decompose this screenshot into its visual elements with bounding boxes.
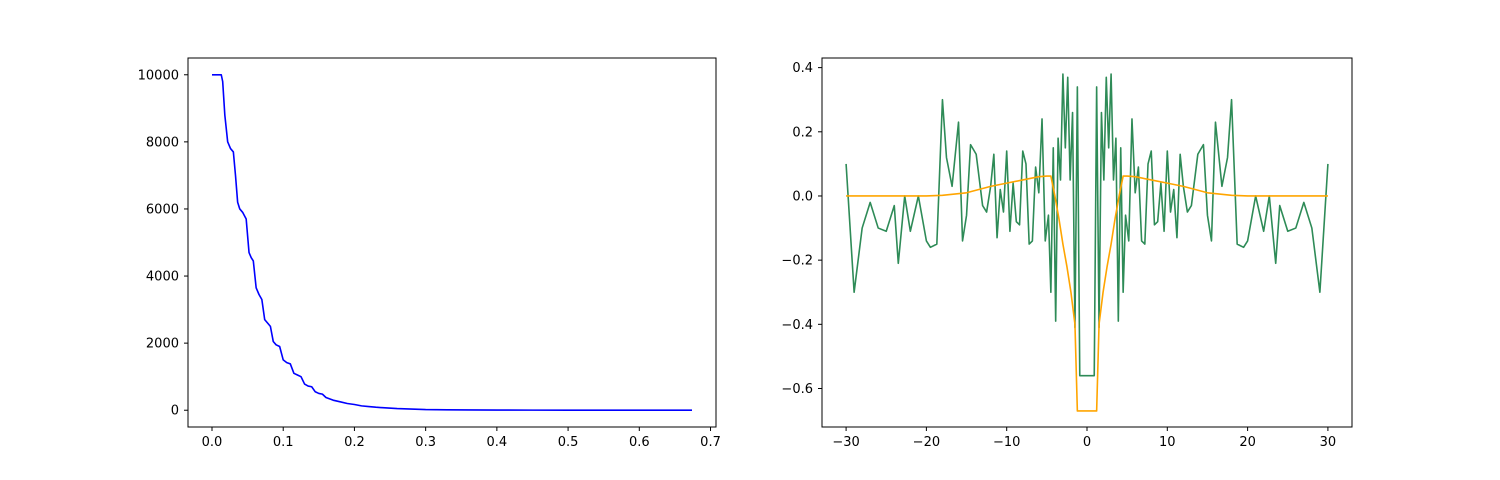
y-tick-label: 0.0: [792, 189, 813, 204]
series-line-0-0: [212, 73, 692, 412]
chart-left: 0.0 0.1 0.2 0.3 0.4 0.5 0.6 0.7 0 2000 4000 6000 800…: [138, 57, 721, 450]
chart-right: −30 −20 −10 0 10 20 30 −0.6 −0.4 −0.2 0.0 0.2 0.4: [781, 57, 1353, 450]
x-tick-label: 0.1: [273, 435, 294, 450]
y-tick-label: −0.2: [781, 254, 813, 269]
series-line-1-1: [846, 175, 1328, 412]
y-tick-label: 0.2: [792, 125, 813, 140]
x-tick-label: 20: [1239, 435, 1256, 450]
x-tick-label: 0.0: [202, 435, 223, 450]
y-tick-label: −0.4: [781, 318, 813, 333]
y-tick-label: 6000: [146, 202, 179, 217]
y-tick-label: 4000: [146, 270, 179, 285]
y-tick-label: 0: [171, 404, 179, 419]
x-tick-label: 0.2: [344, 435, 365, 450]
y-tick-label: −0.6: [781, 382, 813, 397]
x-tick-label: 0.5: [558, 435, 579, 450]
axes-frame-1: [821, 57, 1353, 428]
y-tick-label: 2000: [146, 337, 179, 352]
axes-frame-0: [187, 57, 717, 428]
x-tick-label: 0.6: [629, 435, 650, 450]
x-tick-label: 0.3: [415, 435, 436, 450]
x-tick-label: −20: [913, 435, 940, 450]
x-tick-label: 10: [1159, 435, 1176, 450]
x-tick-label: 0.4: [487, 435, 508, 450]
x-tick-label: −10: [993, 435, 1020, 450]
y-tick-label: 10000: [138, 68, 179, 83]
x-tick-label: 30: [1320, 435, 1337, 450]
series-line-1-0: [845, 73, 1329, 377]
y-tick-label: 8000: [146, 135, 179, 150]
x-tick-label: −30: [832, 435, 859, 450]
x-tick-label: 0.7: [700, 435, 721, 450]
y-tick-label: 0.4: [792, 61, 813, 76]
x-tick-label: 0: [1083, 435, 1091, 450]
